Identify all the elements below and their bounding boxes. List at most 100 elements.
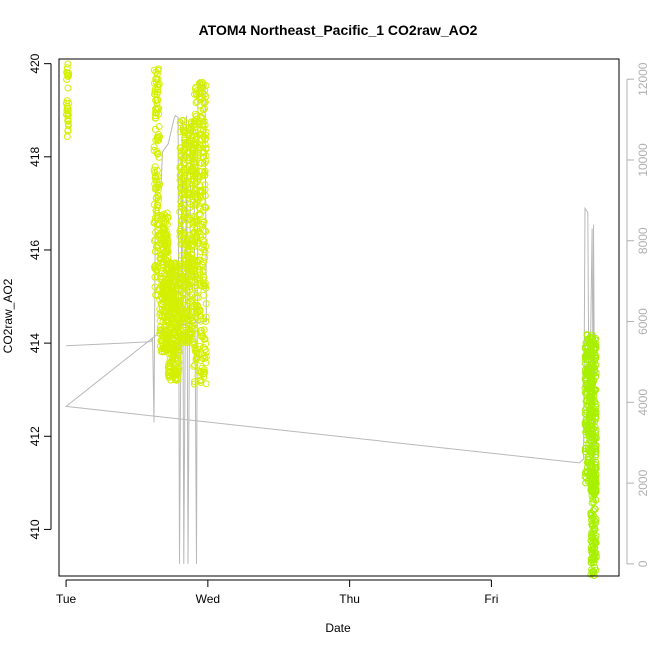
data-point-1076 xyxy=(190,362,198,370)
data-point-144 xyxy=(154,196,162,204)
data-point-1133 xyxy=(193,178,201,186)
data-point-331 xyxy=(160,241,168,248)
data-point-1460 xyxy=(590,391,598,399)
data-point-780 xyxy=(184,280,192,288)
data-point-1523 xyxy=(582,469,589,477)
data-point-24 xyxy=(64,127,72,135)
data-point-890 xyxy=(184,246,192,254)
data-point-597 xyxy=(174,376,182,383)
data-point-1095 xyxy=(202,131,210,139)
data-point-346 xyxy=(163,247,171,255)
data-point-1208 xyxy=(193,132,201,140)
data-point-986 xyxy=(197,233,205,241)
data-point-1494 xyxy=(590,436,598,444)
data-point-1206 xyxy=(193,231,201,239)
data-point-905 xyxy=(183,277,191,285)
data-point-1607 xyxy=(589,495,597,503)
data-point-600 xyxy=(171,368,179,376)
data-point-1062 xyxy=(190,380,198,388)
data-point-119 xyxy=(150,143,158,151)
data-point-1149 xyxy=(198,197,206,205)
y-tick-label-3: 416 xyxy=(28,240,42,260)
data-point-856 xyxy=(180,128,187,135)
data-point-1167 xyxy=(191,110,199,118)
y2-tick-label-5: 10000 xyxy=(636,143,650,177)
data-point-126 xyxy=(152,97,160,105)
data-point-1150 xyxy=(202,157,210,165)
data-point-1519 xyxy=(582,366,589,374)
y2-tick-label-0: 0 xyxy=(636,560,650,567)
line-series-0 xyxy=(64,79,596,564)
data-point-1161 xyxy=(202,204,210,212)
data-point-27 xyxy=(63,104,71,112)
data-point-1166 xyxy=(202,340,210,348)
data-point-892 xyxy=(182,273,190,281)
data-point-873 xyxy=(176,119,184,127)
data-point-1205 xyxy=(201,279,209,287)
data-point-22 xyxy=(64,71,72,79)
data-point-835 xyxy=(176,144,184,152)
data-point-1089 xyxy=(191,319,199,327)
data-point-1144 xyxy=(198,159,205,167)
data-point-885 xyxy=(180,297,188,305)
data-point-1126 xyxy=(200,153,208,161)
data-point-1070 xyxy=(191,284,199,292)
data-point-1622 xyxy=(592,480,600,488)
data-point-1 xyxy=(64,60,72,68)
data-point-1192 xyxy=(192,83,200,91)
data-point-735 xyxy=(176,335,184,343)
data-point-127 xyxy=(154,133,162,141)
data-point-1641 xyxy=(588,529,596,537)
data-point-133 xyxy=(153,180,161,188)
y2-tick-label-2: 4000 xyxy=(636,389,650,416)
data-point-1102 xyxy=(200,99,208,107)
data-point-904 xyxy=(184,238,192,246)
data-point-1516 xyxy=(584,368,592,376)
y-tick-label-2: 414 xyxy=(28,333,42,353)
data-point-860 xyxy=(177,270,185,278)
data-point-135 xyxy=(154,86,161,94)
data-point-1203 xyxy=(196,342,204,350)
data-point-609 xyxy=(169,372,177,380)
data-point-1510 xyxy=(591,364,599,372)
data-point-148 xyxy=(154,81,162,89)
data-point-875 xyxy=(181,330,189,338)
data-point-134 xyxy=(150,218,158,226)
data-point-1527 xyxy=(582,444,589,452)
data-point-233 xyxy=(162,255,170,263)
data-point-335 xyxy=(156,330,164,338)
data-point-1130 xyxy=(191,378,198,386)
data-point-1194 xyxy=(191,270,199,278)
data-point-1497 xyxy=(586,437,594,445)
data-point-347 xyxy=(160,224,168,232)
data-point-1163 xyxy=(202,380,210,388)
data-point-874 xyxy=(186,333,194,341)
data-point-864 xyxy=(184,335,192,343)
data-point-136 xyxy=(151,283,159,291)
data-point-889 xyxy=(176,208,184,216)
data-point-1197 xyxy=(198,172,206,180)
y2-tick-label-4: 8000 xyxy=(636,227,650,254)
data-point-1119 xyxy=(194,372,202,380)
data-point-1502 xyxy=(592,344,599,352)
data-point-576 xyxy=(165,362,173,370)
data-point-1117 xyxy=(193,224,201,232)
data-point-1515 xyxy=(591,453,599,461)
data-point-593 xyxy=(165,266,173,274)
data-point-595 xyxy=(171,376,179,384)
data-point-887 xyxy=(179,262,187,269)
data-point-327 xyxy=(159,289,167,297)
data-point-94 xyxy=(154,137,162,144)
data-point-1177 xyxy=(202,227,210,235)
data-point-1521 xyxy=(581,384,589,392)
data-point-1526 xyxy=(584,344,592,352)
data-point-129 xyxy=(155,105,163,113)
data-point-348 xyxy=(162,242,169,250)
data-point-1475 xyxy=(587,405,595,413)
data-point-1640 xyxy=(589,486,597,493)
data-point-1115 xyxy=(194,256,202,264)
data-point-596 xyxy=(170,347,178,355)
data-point-1176 xyxy=(195,117,203,125)
data-point-26 xyxy=(64,115,72,123)
data-point-1413 xyxy=(592,461,600,469)
